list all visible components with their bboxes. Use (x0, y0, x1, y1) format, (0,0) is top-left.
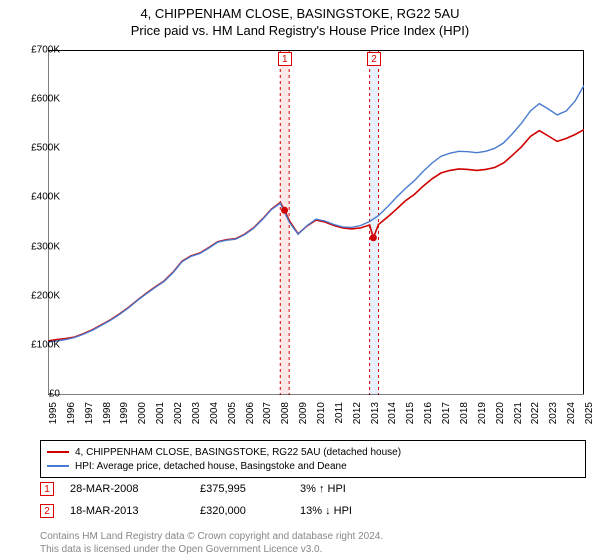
event-hpi-2: 13% ↓ HPI (300, 505, 352, 517)
y-tick-label: £700K (31, 45, 60, 56)
x-tick-label: 2019 (477, 402, 488, 428)
legend-box: 4, CHIPPENHAM CLOSE, BASINGSTOKE, RG22 5… (40, 440, 586, 478)
x-tick-label: 1996 (66, 402, 77, 428)
x-tick-label: 2024 (566, 402, 577, 428)
event-date-1: 28-MAR-2008 (70, 483, 200, 495)
x-tick-label: 2020 (495, 402, 506, 428)
event-num-2: 2 (40, 504, 54, 518)
x-tick-label: 2003 (191, 402, 202, 428)
x-tick-label: 2025 (584, 402, 595, 428)
event-hpi-1: 3% ↑ HPI (300, 483, 346, 495)
chart-plot-area (48, 50, 584, 394)
x-tick-label: 2014 (387, 402, 398, 428)
event-num-1: 1 (40, 482, 54, 496)
event-row-2: 2 18-MAR-2013 £320,000 13% ↓ HPI (40, 504, 586, 518)
chart-marker-label: 1 (278, 52, 292, 66)
x-tick-label: 2010 (316, 402, 327, 428)
legend-label-hpi: HPI: Average price, detached house, Basi… (75, 461, 347, 472)
x-tick-label: 2013 (370, 402, 381, 428)
x-tick-label: 2018 (459, 402, 470, 428)
event-price-1: £375,995 (200, 483, 300, 495)
y-tick-label: £400K (31, 192, 60, 203)
event-date-2: 18-MAR-2013 (70, 505, 200, 517)
x-tick-label: 2008 (280, 402, 291, 428)
x-tick-label: 1998 (102, 402, 113, 428)
x-tick-label: 2002 (173, 402, 184, 428)
x-tick-label: 2016 (423, 402, 434, 428)
event-price-2: £320,000 (200, 505, 300, 517)
attribution-line2: This data is licensed under the Open Gov… (40, 544, 383, 557)
y-tick-label: £0 (49, 389, 60, 400)
chart-svg (48, 51, 584, 395)
x-tick-label: 2015 (405, 402, 416, 428)
x-tick-label: 2023 (548, 402, 559, 428)
x-tick-label: 1995 (48, 402, 59, 428)
chart-marker-label: 2 (367, 52, 381, 66)
x-tick-label: 2001 (155, 402, 166, 428)
x-tick-label: 2009 (298, 402, 309, 428)
legend-item-hpi: HPI: Average price, detached house, Basi… (47, 459, 579, 473)
x-tick-label: 2017 (441, 402, 452, 428)
x-tick-label: 2000 (137, 402, 148, 428)
x-tick-label: 2007 (262, 402, 273, 428)
legend-label-property: 4, CHIPPENHAM CLOSE, BASINGSTOKE, RG22 5… (75, 447, 401, 458)
x-tick-label: 2006 (245, 402, 256, 428)
x-tick-label: 2004 (209, 402, 220, 428)
x-tick-label: 2022 (530, 402, 541, 428)
legend-item-property: 4, CHIPPENHAM CLOSE, BASINGSTOKE, RG22 5… (47, 445, 579, 459)
attribution-line1: Contains HM Land Registry data © Crown c… (40, 531, 383, 544)
y-tick-label: £100K (31, 339, 60, 350)
chart-title-line1: 4, CHIPPENHAM CLOSE, BASINGSTOKE, RG22 5… (0, 6, 600, 21)
y-tick-label: £600K (31, 94, 60, 105)
x-tick-label: 2021 (513, 402, 524, 428)
x-tick-label: 2005 (227, 402, 238, 428)
y-tick-label: £300K (31, 241, 60, 252)
event-row-1: 1 28-MAR-2008 £375,995 3% ↑ HPI (40, 482, 586, 496)
y-tick-label: £200K (31, 290, 60, 301)
y-tick-label: £500K (31, 143, 60, 154)
x-tick-label: 2011 (334, 402, 345, 428)
attribution-block: Contains HM Land Registry data © Crown c… (40, 531, 383, 556)
chart-title-line2: Price paid vs. HM Land Registry's House … (0, 23, 600, 38)
legend-swatch-hpi (47, 465, 69, 467)
legend-swatch-property (47, 451, 69, 453)
x-tick-label: 2012 (352, 402, 363, 428)
x-tick-label: 1999 (119, 402, 130, 428)
x-tick-label: 1997 (84, 402, 95, 428)
